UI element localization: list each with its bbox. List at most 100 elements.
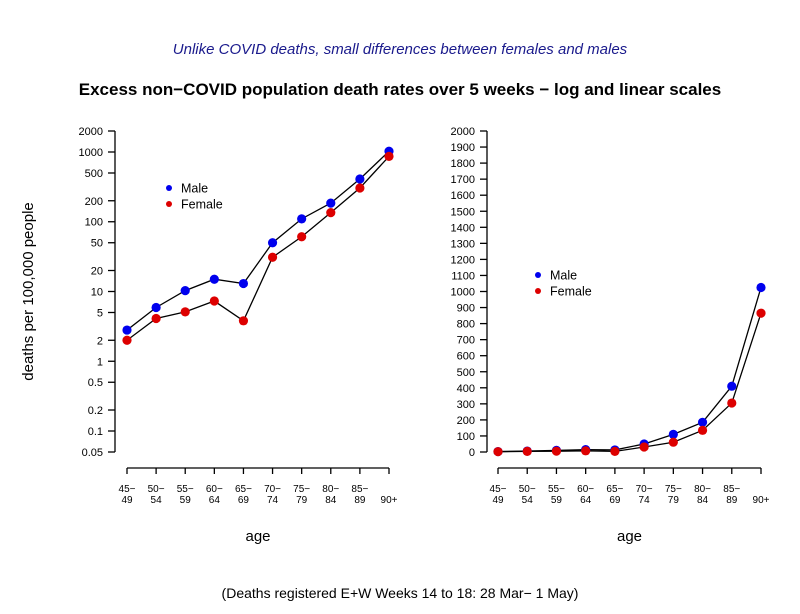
page-title: Excess non−COVID population death rates … [78, 80, 722, 99]
x-tick-label: 84 [697, 495, 709, 506]
y-tick-label: 5 [97, 307, 103, 319]
x-tick-label: 74 [639, 495, 651, 506]
x-axis-title: age [617, 528, 642, 545]
x-axis-title: age [245, 528, 270, 545]
y-tick-label: 1 [97, 356, 103, 368]
x-tick-label: 90+ [381, 495, 398, 506]
x-tick-label: 65− [606, 484, 623, 495]
data-point-male [209, 274, 219, 284]
x-tick-label: 75− [293, 484, 310, 495]
x-tick-label: 54 [151, 495, 163, 506]
y-tick-label: 1800 [451, 158, 475, 170]
legend-label-female: Female [550, 285, 592, 299]
series-line-male [126, 150, 390, 331]
y-tick-label: 0 [469, 447, 475, 459]
y-tick-label: 600 [457, 351, 475, 363]
x-tick-label: 89 [726, 495, 738, 506]
x-tick-label: 90+ [753, 495, 770, 506]
y-tick-label: 500 [457, 367, 475, 379]
x-tick-label: 65− [235, 484, 252, 495]
y-tick-label: 1700 [451, 174, 475, 186]
y-tick-label: 1100 [451, 270, 475, 282]
data-point-female [122, 335, 132, 345]
y-tick-label: 1600 [451, 190, 475, 202]
data-point-male [267, 238, 278, 248]
x-tick-label: 59 [180, 495, 192, 506]
y-tick-label: 2000 [79, 126, 103, 138]
y-tick-label: 1000 [79, 147, 103, 159]
caption: (Deaths registered E+W Weeks 14 to 18: 2… [221, 585, 579, 601]
y-tick-label: 1000 [451, 287, 475, 299]
x-tick-label: 69 [238, 495, 250, 506]
data-point-male [697, 417, 708, 427]
x-tick-label: 55− [548, 484, 565, 495]
y-tick-label: 800 [457, 319, 475, 331]
data-point-male [151, 302, 161, 313]
data-point-female [180, 307, 190, 317]
data-point-female [639, 442, 649, 452]
data-point-female [551, 446, 562, 456]
data-point-female [522, 446, 532, 456]
data-point-female [297, 232, 307, 242]
data-point-male [297, 214, 307, 224]
data-point-male [756, 282, 766, 293]
data-point-male [355, 174, 365, 184]
x-tick-label: 70− [264, 484, 281, 495]
data-point-female [384, 151, 394, 161]
y-tick-label: 200 [85, 196, 103, 208]
legend-marker-female [535, 288, 541, 294]
data-point-female [209, 296, 219, 306]
y-tick-label: 300 [457, 399, 475, 411]
data-point-female [493, 447, 503, 457]
data-point-female [727, 398, 737, 408]
x-tick-label: 70− [636, 484, 653, 495]
y-tick-label: 900 [457, 303, 475, 315]
y-tick-label: 100 [457, 431, 475, 443]
data-point-male [727, 381, 737, 391]
y-tick-label: 0.1 [88, 426, 103, 438]
series-line-female [497, 312, 762, 453]
x-tick-label: 49 [492, 495, 504, 506]
x-tick-label: 49 [121, 495, 133, 506]
x-tick-label: 85− [351, 484, 368, 495]
series-line-female [126, 155, 390, 341]
data-point-female [326, 208, 336, 218]
data-point-female [668, 437, 678, 447]
x-tick-label: 55− [177, 484, 194, 495]
x-tick-label: 64 [209, 495, 221, 506]
y-tick-label: 2 [97, 335, 103, 347]
y-tick-label: 50 [91, 238, 103, 250]
x-tick-label: 59 [551, 495, 563, 506]
x-tick-label: 74 [267, 495, 279, 506]
x-tick-label: 50− [148, 484, 165, 495]
y-tick-label: 400 [457, 383, 475, 395]
y-tick-label: 700 [457, 335, 475, 347]
data-point-female [697, 425, 708, 435]
y-tick-label: 0.2 [88, 405, 103, 417]
y-tick-label: 10 [91, 287, 103, 299]
x-tick-label: 64 [580, 495, 592, 506]
y-tick-label: 1900 [451, 142, 475, 154]
y-tick-label: 100 [85, 217, 103, 229]
y-tick-label: 1400 [451, 222, 475, 234]
data-point-female [267, 252, 278, 262]
x-tick-label: 60− [206, 484, 223, 495]
y-axis-title: deaths per 100,000 people [20, 202, 37, 380]
data-point-female [355, 183, 365, 193]
x-tick-label: 60− [577, 484, 594, 495]
data-point-male [122, 325, 132, 335]
y-tick-label: 1300 [451, 238, 475, 250]
x-tick-label: 69 [609, 495, 621, 506]
y-tick-label: 1500 [451, 206, 475, 218]
page-subtitle: Unlike COVID deaths, small differences b… [172, 41, 628, 58]
data-point-female [756, 308, 766, 318]
y-tick-label: 0.5 [88, 377, 103, 389]
x-tick-label: 45− [490, 484, 507, 495]
legend-label-male: Male [181, 182, 208, 196]
x-tick-label: 80− [322, 484, 339, 495]
x-tick-label: 80− [694, 484, 711, 495]
series-line-male [497, 287, 762, 453]
data-point-female [581, 446, 591, 456]
y-tick-label: 20 [91, 266, 103, 278]
x-tick-label: 84 [325, 495, 337, 506]
